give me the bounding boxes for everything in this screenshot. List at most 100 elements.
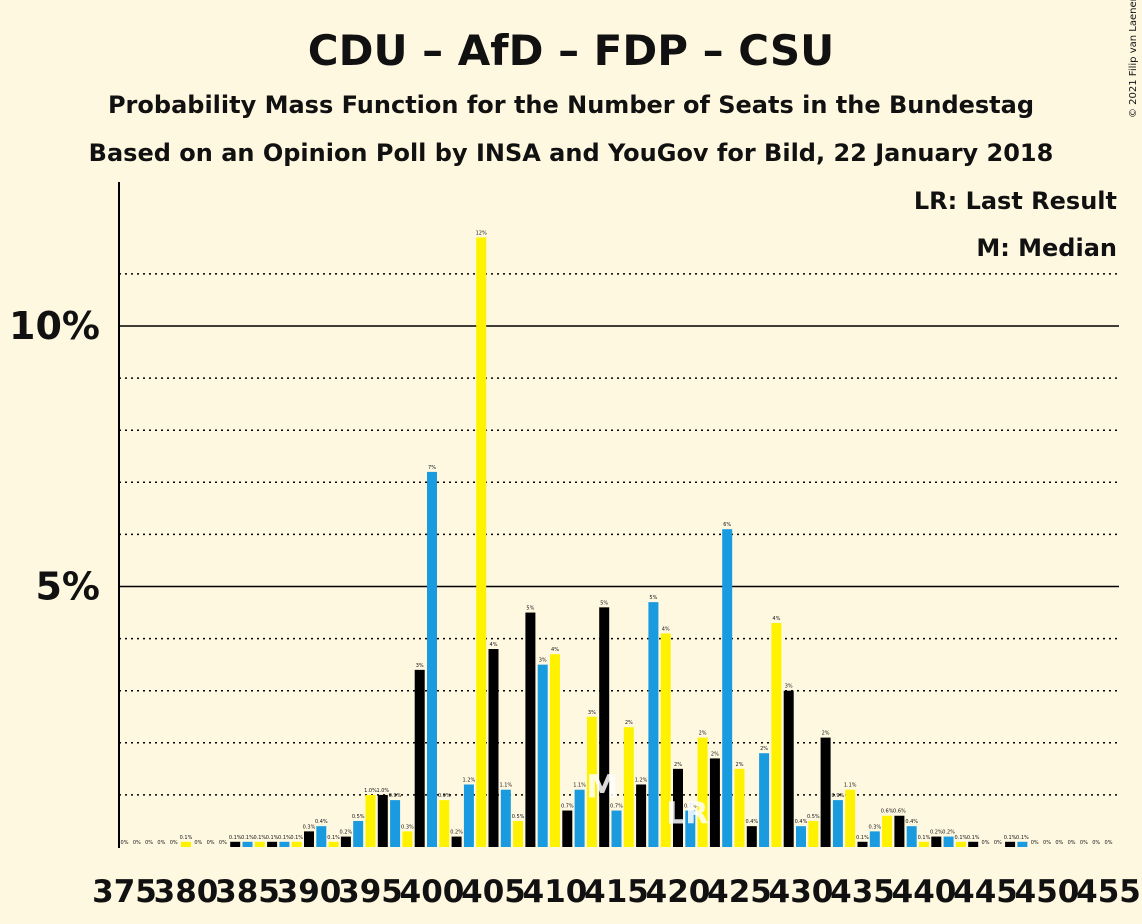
bar-seat-433 [832, 800, 843, 847]
bar-label-seat-435: 0.1% [856, 835, 869, 841]
bar-label-seat-375: 0% [121, 840, 129, 846]
bar-seat-406 [500, 789, 511, 847]
bar-label-seat-429: 3% [785, 684, 793, 690]
bar-seat-424 [722, 529, 733, 847]
x-tick-label: 445 [953, 874, 1018, 910]
bar-seat-380 [181, 841, 191, 847]
bar-seat-447 [1005, 841, 1016, 847]
bar-label-seat-441: 0.2% [930, 830, 943, 836]
bar-label-seat-438: 0.6% [893, 809, 906, 815]
bar-seat-387 [267, 841, 278, 847]
bar-label-seat-421: 0.7% [684, 804, 697, 810]
bar-seat-410 [550, 654, 560, 847]
bar-seat-401 [439, 800, 450, 847]
bar-label-seat-408: 5% [526, 606, 534, 612]
bar-seat-415 [611, 810, 622, 847]
y-tick-label: 10% [9, 304, 100, 348]
bar-seat-439 [906, 826, 917, 847]
bar-label-seat-440: 0.1% [918, 835, 931, 841]
x-tick-label: 395 [338, 874, 403, 910]
bar-seat-404 [476, 237, 487, 847]
bar-seat-443 [955, 841, 966, 847]
bar-label-seat-437: 0.6% [881, 809, 894, 815]
bar-label-seat-380: 0.1% [180, 835, 193, 841]
x-tick-label: 385 [215, 874, 280, 910]
bar-label-seat-444: 0.1% [967, 835, 980, 841]
bar-label-seat-453: 0% [1080, 840, 1088, 846]
bar-label-seat-418: 5% [649, 595, 657, 601]
bar-label-seat-392: 0.1% [327, 835, 340, 841]
bar-label-seat-451: 0% [1055, 840, 1063, 846]
bar-seat-390 [304, 831, 314, 847]
bar-label-seat-399: 3% [416, 663, 424, 669]
bar-label-seat-411: 0.7% [561, 804, 574, 810]
bar-label-seat-433: 0.9% [832, 793, 845, 799]
bar-seat-427 [759, 753, 770, 847]
bar-seat-418 [648, 602, 659, 847]
bar-label-seat-455: 0% [1105, 840, 1113, 846]
bar-seat-420 [673, 768, 683, 847]
bar-seat-408 [525, 612, 536, 847]
bar-label-seat-410: 4% [551, 647, 559, 653]
bar-label-seat-413: 3% [588, 710, 596, 716]
bar-label-seat-446: 0% [994, 840, 1002, 846]
bar-seat-425 [734, 768, 745, 847]
bar-label-seat-402: 0.2% [450, 830, 463, 836]
bar-label-seat-448: 0.1% [1016, 835, 1029, 841]
bar-label-seat-430: 0.4% [795, 819, 808, 825]
bar-label-seat-391: 0.4% [315, 819, 328, 825]
x-tick-label: 440 [892, 874, 957, 910]
chart-title: CDU – AfD – FDP – CSU [308, 26, 834, 75]
bar-seat-440 [919, 841, 929, 847]
x-tick-label: 405 [461, 874, 526, 910]
bar-label-seat-376: 0% [133, 840, 141, 846]
bar-label-seat-423: 2% [711, 751, 719, 757]
bar-seat-412 [574, 789, 585, 847]
bar-seat-432 [820, 737, 831, 847]
bar-seat-397 [390, 800, 401, 847]
bar-label-seat-415: 0.7% [610, 804, 623, 810]
bar-label-seat-387: 0.1% [266, 835, 279, 841]
bar-seat-448 [1017, 841, 1028, 847]
bar-label-seat-401: 0.9% [438, 793, 451, 799]
bar-label-seat-452: 0% [1068, 840, 1076, 846]
bar-seat-409 [537, 664, 548, 847]
bar-label-seat-424: 6% [723, 522, 731, 528]
x-tick-label: 420 [646, 874, 711, 910]
bar-label-seat-434: 1.1% [844, 783, 857, 789]
bars [181, 237, 1028, 847]
bar-label-seat-431: 0.5% [807, 814, 820, 820]
bar-seat-414 [599, 607, 610, 847]
bar-label-seat-386: 0.1% [253, 835, 266, 841]
bar-seat-393 [340, 836, 351, 847]
bar-seat-419 [660, 633, 671, 847]
bar-seat-421 [685, 810, 696, 847]
bar-label-seat-449: 0% [1031, 840, 1039, 846]
last-result-marker: LR [666, 797, 708, 832]
bar-label-seat-403: 1.2% [463, 777, 476, 783]
bar-label-seat-405: 4% [490, 642, 498, 648]
bar-seat-437 [882, 815, 893, 847]
bar-seat-444 [968, 841, 979, 847]
bar-label-seat-427: 2% [760, 746, 768, 752]
bar-label-seat-450: 0% [1043, 840, 1051, 846]
bar-labels: 0% 0% 0% 0% 0%0.1%0% 0% 0%0.1% 0.1% 0.1% 0.1% 0.1%… [121, 230, 1113, 846]
bar-seat-411 [562, 810, 573, 847]
bar-seat-384 [230, 841, 241, 847]
bar-seat-399 [414, 669, 425, 847]
bar-seat-413 [586, 716, 597, 847]
bar-label-seat-406: 1.1% [499, 783, 512, 789]
bar-seat-398 [402, 831, 413, 847]
x-tick-label: 430 [769, 874, 834, 910]
bar-label-seat-383: 0% [219, 840, 227, 846]
bar-label-seat-389: 0.1% [290, 835, 303, 841]
bar-label-seat-384: 0.1% [229, 835, 242, 841]
chart-subtitle: Probability Mass Function for the Number… [108, 91, 1034, 119]
bar-seat-388 [279, 841, 290, 847]
bar-label-seat-393: 0.2% [340, 830, 353, 836]
bar-seat-430 [796, 826, 806, 847]
markers: M LR [586, 768, 708, 832]
bar-seat-438 [894, 815, 905, 847]
bar-label-seat-443: 0.1% [955, 835, 968, 841]
